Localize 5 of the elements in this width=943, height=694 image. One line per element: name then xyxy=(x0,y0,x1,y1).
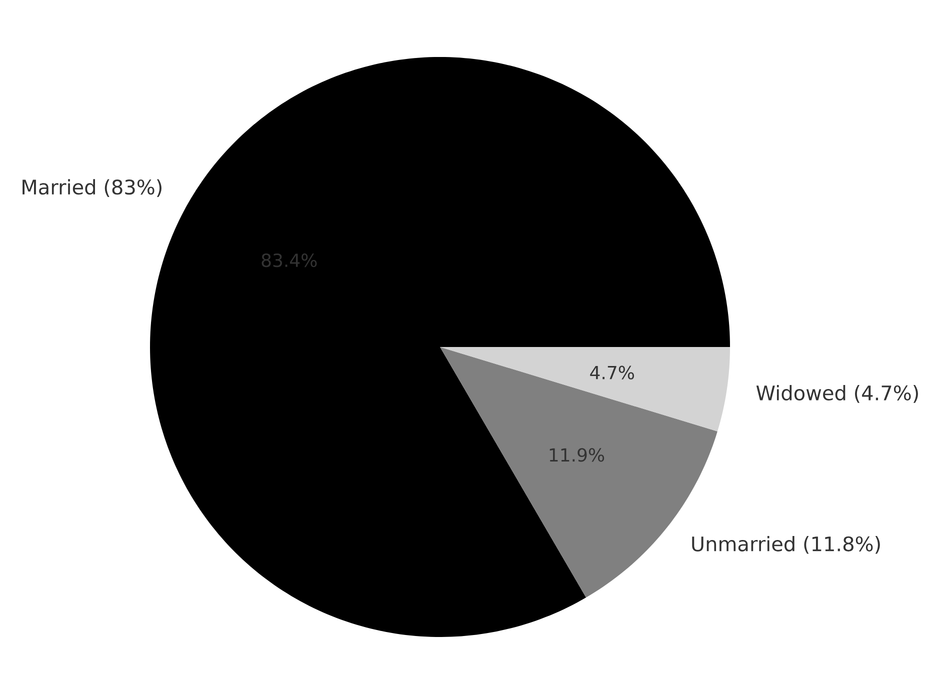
slice-label: Unmarried (11.8%) xyxy=(692,536,880,554)
data-label: 4.7% xyxy=(590,366,634,380)
data-label: 11.9% xyxy=(550,448,604,462)
slice-label: Married (83%) xyxy=(22,179,162,197)
slice-label: Widowed (4.7%) xyxy=(756,385,918,403)
